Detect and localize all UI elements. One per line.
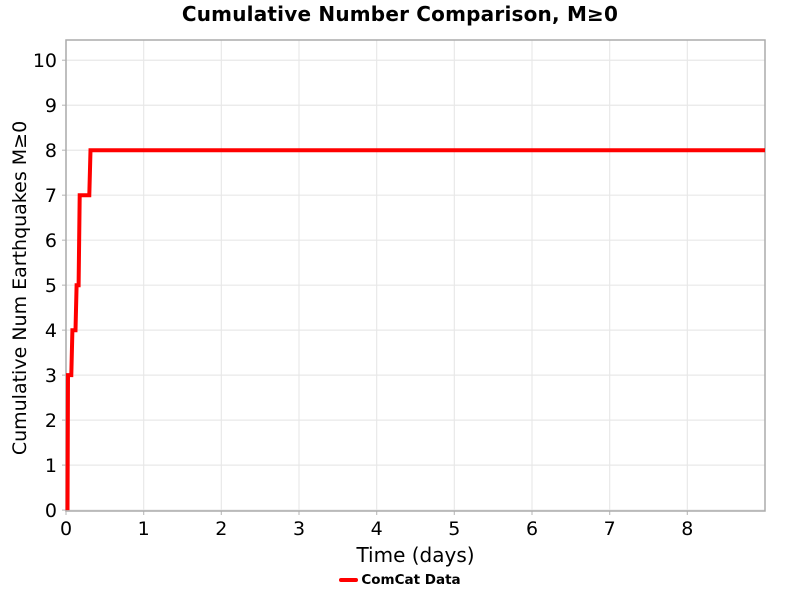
- y-tick-label: 1: [45, 455, 57, 477]
- y-tick-labels: 0 1 2 3 4 5 6 7 8 9 10: [33, 50, 57, 522]
- x-tick-label: 8: [681, 518, 693, 540]
- legend-label: ComCat Data: [361, 572, 461, 588]
- y-tick-label: 5: [45, 275, 57, 297]
- x-axis-label: Time (days): [356, 543, 475, 567]
- x-tick-label: 3: [293, 518, 305, 540]
- legend-line-swatch: [339, 577, 359, 583]
- plot-border: [65, 39, 766, 512]
- y-tick-label: 6: [45, 230, 57, 252]
- chart-title: Cumulative Number Comparison, M≥0: [181, 2, 619, 26]
- x-tick-label: 7: [604, 518, 616, 540]
- data-line: [65, 148, 765, 511]
- y-tick-label: 8: [45, 140, 57, 162]
- tick-marks: [62, 59, 688, 515]
- y-axis-label: Cumulative Num Earthquakes M≥0: [9, 120, 31, 456]
- x-tick-label: 4: [371, 518, 383, 540]
- y-tick-label: 9: [45, 95, 57, 117]
- x-tick-label: 1: [138, 518, 150, 540]
- x-tick-label: 2: [215, 518, 227, 540]
- y-tick-label: 3: [45, 365, 57, 387]
- legend: ComCat Data: [0, 572, 800, 588]
- y-tick-label: 4: [45, 320, 57, 342]
- grid-lines: [65, 40, 765, 511]
- y-tick-label: 2: [45, 410, 57, 432]
- x-tick-labels: 0 1 2 3 4 5 6 7 8: [60, 518, 693, 540]
- x-tick-label: 5: [448, 518, 460, 540]
- x-tick-label: 6: [526, 518, 538, 540]
- y-tick-label: 7: [45, 185, 57, 207]
- y-tick-label: 0: [45, 500, 57, 522]
- x-tick-label: 0: [60, 518, 72, 540]
- y-tick-label: 10: [33, 50, 57, 72]
